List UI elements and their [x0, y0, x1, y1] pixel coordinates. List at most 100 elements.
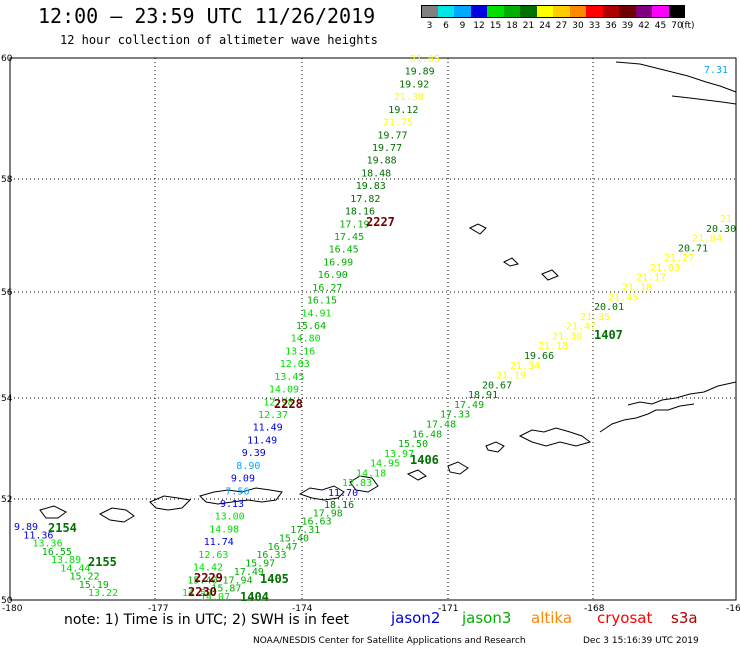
wave-height-label: 19.66	[524, 351, 554, 362]
scale-swatch	[454, 5, 471, 18]
coastline-segment	[39, 505, 67, 519]
generated-timestamp: Dec 3 15:16:39 UTC 2019	[583, 636, 699, 646]
wave-height-label: 18.16	[324, 500, 354, 511]
wave-height-label: 19.83	[356, 181, 386, 192]
wave-height-label: 19.89	[405, 67, 435, 78]
coastline-segment	[518, 427, 592, 447]
wave-height-label: 19.77	[372, 143, 402, 154]
wave-height-label: 15.64	[296, 321, 326, 332]
wave-height-label: 20.30	[706, 224, 736, 235]
coastline-segment	[615, 61, 737, 93]
scale-label: 42	[638, 21, 650, 31]
scale-label: 70	[671, 21, 683, 31]
wave-height-label: 19.12	[388, 105, 418, 116]
satellite-cryosat: cryosat	[597, 609, 653, 627]
wave-height-label: 16.47	[268, 542, 298, 553]
wave-height-label: 21.34	[510, 361, 540, 372]
wave-height-label: 15.40	[279, 534, 309, 545]
scale-swatch	[520, 5, 537, 18]
wave-height-label: 14.58	[182, 588, 212, 599]
wave-height-label: 19.77	[377, 130, 407, 141]
wave-height-label: 15.50	[398, 439, 428, 450]
longitude-label: -171	[438, 604, 458, 614]
coastline-segment	[627, 381, 737, 406]
wave-height-label: 7.56	[225, 486, 249, 497]
coastline-segment	[149, 495, 192, 511]
longitude-label: -177	[148, 604, 168, 614]
wave-height-label: 18.91	[468, 390, 498, 401]
longitude-label: -174	[292, 604, 313, 614]
coastline-segment	[98, 507, 135, 523]
wave-height-label: 17.31	[290, 525, 320, 536]
wave-height-label: 16.15	[307, 296, 337, 307]
scale-unit: (ft)	[681, 21, 695, 31]
wave-height-label: 14.07	[200, 592, 230, 603]
page-title: 12:00 — 23:59 UTC 11/26/2019	[38, 4, 376, 28]
scale-swatch	[437, 5, 454, 18]
scale-swatch	[569, 5, 586, 18]
wave-height-label: 21.27	[664, 253, 694, 264]
scale-label: 39	[621, 21, 634, 31]
wave-height-label: 12.83	[342, 478, 372, 489]
pass-time-label: 1405	[260, 572, 289, 586]
scale-label: 6	[443, 21, 449, 31]
wave-height-label: 21.18	[622, 283, 652, 294]
wave-height-label: 16.33	[256, 550, 286, 561]
wave-height-label: 21.19	[496, 371, 526, 382]
wave-height-label: 17.45	[334, 232, 364, 243]
wave-height-label: 11.36	[23, 530, 53, 541]
longitude-label: -16	[726, 604, 740, 614]
wave-height-label: 13.36	[33, 539, 63, 550]
scale-swatch	[652, 5, 669, 18]
wave-height-label: 13.89	[51, 555, 81, 566]
wave-height-label: 20.01	[594, 302, 624, 313]
satellite-jason2: jason2	[391, 609, 441, 627]
wave-height-label: 16.63	[302, 517, 332, 528]
wave-height-label: 20.71	[678, 243, 708, 254]
wave-height-label: 11.49	[247, 435, 277, 446]
wave-height-label: 15.19	[79, 580, 109, 591]
coastline-segment	[671, 95, 737, 105]
coastline	[39, 61, 737, 523]
wave-height-label: 21.03	[650, 263, 680, 274]
wave-height-label: 14.91	[301, 308, 331, 319]
coastline-segment	[199, 487, 283, 505]
wave-height-label: 13.97	[384, 449, 414, 460]
wave-height-label: 20.67	[482, 380, 512, 391]
pass-time-label: 2230	[188, 585, 217, 599]
satellite-altika: altika	[531, 609, 573, 627]
pass-time-label: 1406	[410, 453, 439, 467]
coastline-segment	[468, 223, 487, 235]
coastline-segment	[485, 441, 505, 453]
coastline-segment	[406, 469, 427, 481]
wave-height-label: 13.16	[285, 346, 315, 357]
scale-label: 12	[473, 21, 485, 31]
wave-height-label: 21.84	[692, 234, 722, 245]
wave-height-label: 14.44	[60, 563, 90, 574]
scale-label: 45	[654, 21, 667, 31]
wave-height-label: 16.27	[312, 283, 342, 294]
credit-line: NOAA/NESDIS Center for Satellite Applica…	[253, 636, 526, 646]
scale-swatch	[635, 5, 652, 18]
wave-height-label: 19.88	[367, 156, 397, 167]
map-frame	[9, 57, 737, 601]
pass-time-label: 2155	[88, 555, 117, 569]
wave-height-label: 17.19	[339, 219, 369, 230]
coastline-segment	[349, 475, 379, 493]
wave-height-label: 11.70	[328, 488, 358, 499]
longitude-label: -168	[584, 604, 605, 614]
scale-swatch	[503, 5, 520, 18]
scale-label: 18	[506, 21, 518, 31]
graticule	[10, 58, 736, 600]
scale-swatch	[421, 5, 438, 18]
wave-height-label: 11.49	[253, 423, 283, 434]
wave-height-label: 17.33	[440, 410, 470, 421]
satellite-jason3: jason3	[462, 609, 512, 627]
wave-height-label: 16.45	[329, 245, 359, 256]
wave-height-label: 13.45	[274, 372, 304, 383]
scale-label: 27	[555, 21, 568, 31]
wave-height-label: 14.80	[291, 334, 321, 345]
latitude-label: 50	[1, 596, 13, 606]
scale-label: 3	[426, 21, 433, 31]
wave-height-label: 12.37	[258, 410, 288, 421]
